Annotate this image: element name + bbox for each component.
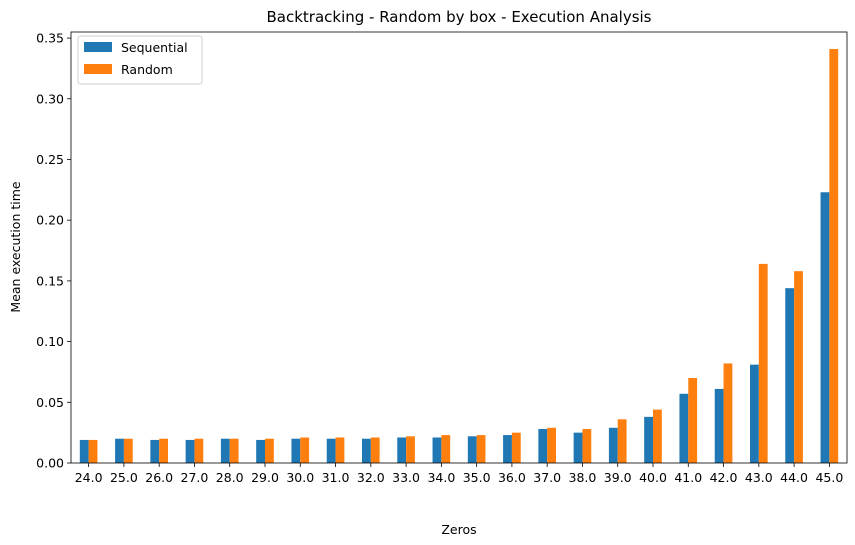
y-tick-label: 0.00: [36, 456, 64, 471]
x-tick-label: 29.0: [251, 470, 279, 485]
x-tick-label: 30.0: [286, 470, 314, 485]
x-tick-label: 32.0: [357, 470, 385, 485]
bar-random-38.0: [582, 429, 592, 463]
bar-sequential-33.0: [397, 437, 407, 463]
bar-sequential-42.0: [714, 388, 724, 463]
x-tick-label: 33.0: [392, 470, 420, 485]
x-axis-ticks: 24.0 25.0 26.0 27.0 28.0 29.0 30.0 31.0 32.0 33.0…: [75, 463, 843, 485]
x-tick-label: 37.0: [533, 470, 561, 485]
bar-sequential-40.0: [644, 416, 653, 463]
bar-random-33.0: [406, 436, 415, 463]
legend-label-random: Random: [121, 62, 173, 77]
x-tick-label: 36.0: [498, 470, 526, 485]
x-tick-label: 24.0: [75, 470, 103, 485]
bar-sequential-43.0: [750, 364, 759, 463]
legend-swatch-random: [84, 64, 112, 74]
bar-random-40.0: [653, 409, 662, 463]
y-tick-label: 0.10: [36, 334, 64, 349]
x-tick-label: 28.0: [216, 470, 244, 485]
x-tick-label: 40.0: [639, 470, 667, 485]
x-tick-label: 34.0: [427, 470, 455, 485]
bar-sequential-35.0: [467, 436, 477, 463]
x-tick-label: 31.0: [322, 470, 350, 485]
bar-random-24.0: [88, 439, 98, 463]
x-tick-label: 45.0: [815, 470, 843, 485]
bar-random-30.0: [300, 437, 310, 463]
x-tick-label: 38.0: [569, 470, 597, 485]
x-tick-label: 44.0: [780, 470, 808, 485]
x-tick-label: 41.0: [674, 470, 702, 485]
bar-sequential-27.0: [185, 439, 195, 463]
bar-random-26.0: [159, 438, 168, 463]
bar-sequential-38.0: [573, 432, 583, 463]
x-tick-label: 25.0: [110, 470, 138, 485]
x-tick-label: 42.0: [710, 470, 738, 485]
y-tick-label: 0.35: [36, 31, 64, 46]
x-tick-label: 27.0: [181, 470, 209, 485]
bar-sequential-39.0: [608, 427, 618, 463]
bar-random-29.0: [265, 438, 274, 463]
bar-random-42.0: [723, 363, 733, 463]
y-tick-label: 0.15: [36, 273, 64, 288]
x-tick-label: 26.0: [145, 470, 173, 485]
bar-sequential-32.0: [362, 438, 371, 463]
bar-sequential-44.0: [785, 288, 795, 463]
x-tick-label: 43.0: [745, 470, 773, 485]
chart-title: Backtracking - Random by box - Execution…: [266, 8, 651, 26]
legend-swatch-sequential: [84, 42, 112, 52]
bar-random-25.0: [123, 438, 133, 463]
bar-random-27.0: [194, 438, 204, 463]
bar-random-39.0: [617, 419, 627, 463]
y-axis-title: Mean execution time: [8, 181, 23, 312]
bar-random-45.0: [829, 48, 839, 463]
bar-sequential-28.0: [220, 438, 230, 463]
x-tick-label: 39.0: [604, 470, 632, 485]
y-tick-label: 0.05: [36, 395, 64, 410]
bar-random-31.0: [335, 437, 345, 463]
legend: Sequential Random: [77, 35, 203, 85]
bar-random-43.0: [758, 263, 768, 463]
bar-random-35.0: [476, 435, 486, 463]
bar-sequential-37.0: [538, 429, 548, 463]
y-axis-ticks: 0.00 0.05 0.10 0.15 0.20 0.25 0.30 0.35: [36, 31, 71, 471]
x-axis-title: Zeros: [441, 522, 476, 537]
bar-sequential-34.0: [432, 437, 442, 463]
bar-sequential-30.0: [291, 438, 301, 463]
bar-random-34.0: [441, 435, 451, 463]
y-tick-label: 0.30: [36, 91, 64, 106]
bar-sequential-29.0: [256, 439, 265, 463]
bar-random-36.0: [511, 432, 521, 463]
bar-random-41.0: [688, 378, 698, 463]
bars-group: [79, 48, 839, 463]
y-tick-label: 0.25: [36, 152, 64, 167]
bar-sequential-25.0: [115, 438, 124, 463]
bar-sequential-45.0: [820, 192, 830, 463]
x-tick-label: 35.0: [463, 470, 491, 485]
plot-frame: [70, 31, 848, 464]
bar-sequential-24.0: [79, 439, 89, 463]
bar-random-37.0: [547, 427, 556, 463]
bar-sequential-36.0: [503, 435, 512, 463]
bar-random-28.0: [229, 438, 239, 463]
bar-sequential-31.0: [326, 438, 336, 463]
bar-sequential-26.0: [150, 439, 160, 463]
bar-random-44.0: [794, 271, 803, 463]
bar-random-32.0: [370, 437, 380, 463]
bar-sequential-41.0: [679, 393, 689, 463]
y-tick-label: 0.20: [36, 213, 64, 228]
legend-label-sequential: Sequential: [121, 40, 188, 55]
